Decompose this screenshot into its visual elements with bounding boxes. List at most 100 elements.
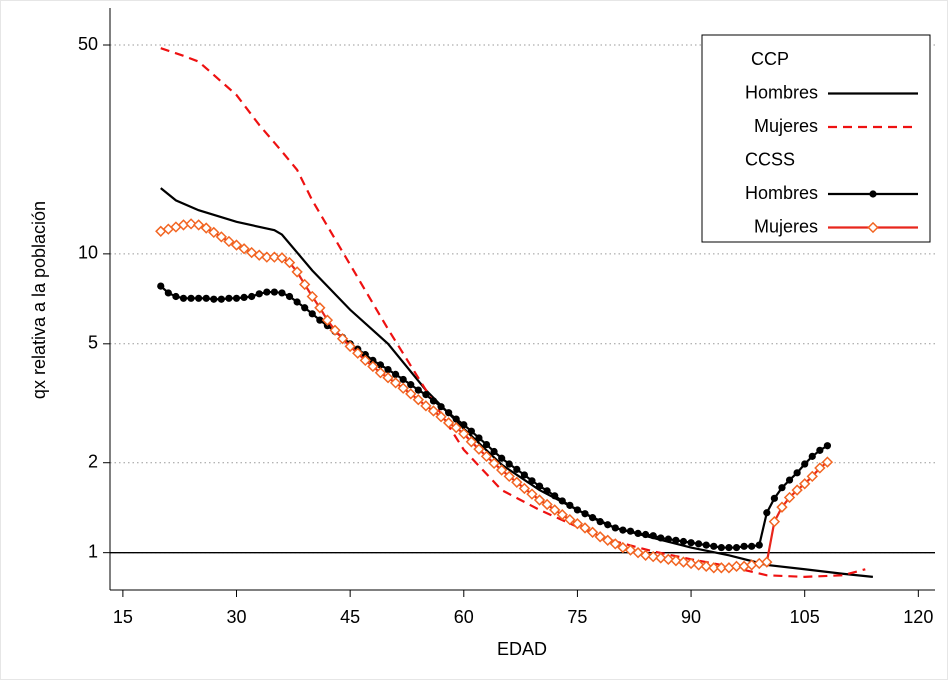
- x-axis-label: EDAD: [497, 639, 547, 659]
- point: [520, 471, 528, 479]
- point: [594, 531, 606, 543]
- point: [475, 434, 483, 442]
- point: [498, 454, 506, 462]
- legend-label: Hombres: [745, 82, 818, 102]
- point: [179, 294, 188, 302]
- point: [533, 494, 546, 506]
- point: [344, 340, 356, 353]
- point: [230, 239, 243, 251]
- point: [730, 560, 743, 573]
- point: [473, 443, 485, 455]
- point: [503, 470, 515, 483]
- point: [374, 367, 387, 379]
- point: [202, 294, 210, 302]
- point: [263, 288, 271, 296]
- point: [314, 302, 326, 314]
- point: [442, 417, 455, 429]
- point: [232, 294, 241, 302]
- point: [200, 222, 212, 234]
- point: [664, 535, 672, 543]
- point: [482, 440, 491, 449]
- point: [677, 556, 690, 568]
- x-tick-label: 105: [790, 607, 820, 627]
- point: [609, 538, 621, 550]
- point: [412, 394, 424, 406]
- point: [626, 527, 635, 535]
- point: [624, 544, 637, 556]
- point: [823, 442, 832, 450]
- point: [460, 421, 468, 429]
- point: [422, 391, 430, 399]
- point: [710, 542, 718, 550]
- point: [382, 372, 394, 384]
- legend-group-title: CCSS: [745, 149, 795, 169]
- point: [695, 540, 703, 548]
- point: [700, 560, 712, 573]
- point: [692, 559, 705, 571]
- point: [816, 446, 824, 454]
- point: [564, 513, 576, 526]
- point: [655, 552, 667, 564]
- point: [505, 460, 513, 468]
- legend-label: Mujeres: [754, 116, 818, 136]
- point: [541, 498, 553, 511]
- point: [543, 487, 551, 495]
- point: [215, 231, 228, 243]
- point: [581, 510, 589, 518]
- point: [776, 501, 788, 513]
- point: [518, 482, 531, 495]
- point: [450, 422, 462, 434]
- point: [639, 549, 652, 561]
- legend-label: Mujeres: [754, 216, 818, 236]
- point: [255, 290, 263, 298]
- point: [617, 541, 629, 554]
- point: [488, 457, 500, 470]
- point: [814, 462, 826, 474]
- point: [429, 397, 438, 405]
- point: [187, 294, 195, 302]
- point: [647, 550, 659, 563]
- point: [768, 515, 781, 528]
- point: [465, 436, 478, 448]
- point: [192, 219, 205, 231]
- point: [308, 310, 316, 318]
- point: [157, 282, 165, 290]
- point: [702, 541, 710, 549]
- point: [748, 542, 756, 550]
- point: [164, 289, 172, 297]
- point: [369, 356, 377, 365]
- point: [619, 526, 627, 534]
- point: [649, 532, 657, 540]
- point: [285, 292, 294, 301]
- y-tick-label: 10: [78, 243, 98, 263]
- x-tick-label: 30: [226, 607, 246, 627]
- point: [596, 518, 604, 526]
- point: [566, 501, 574, 509]
- point: [732, 543, 741, 552]
- point: [573, 506, 582, 514]
- point: [458, 428, 470, 440]
- point: [549, 504, 561, 516]
- legend-label: Hombres: [745, 183, 818, 203]
- point: [480, 450, 493, 463]
- point: [185, 218, 197, 230]
- point: [225, 294, 233, 302]
- x-tick-label: 45: [340, 607, 360, 627]
- point: [336, 333, 349, 345]
- y-tick-label: 5: [88, 333, 98, 353]
- point: [632, 547, 644, 559]
- legend-group-title: CCP: [751, 49, 789, 69]
- legend-marker: [869, 190, 877, 198]
- point: [384, 365, 392, 374]
- y-tick-label: 2: [88, 451, 98, 471]
- point: [642, 530, 650, 539]
- point: [276, 252, 288, 264]
- point: [361, 351, 369, 359]
- point: [687, 539, 695, 547]
- point: [708, 562, 720, 574]
- point: [679, 537, 688, 546]
- point: [785, 476, 794, 484]
- point: [172, 292, 180, 301]
- point: [268, 251, 281, 263]
